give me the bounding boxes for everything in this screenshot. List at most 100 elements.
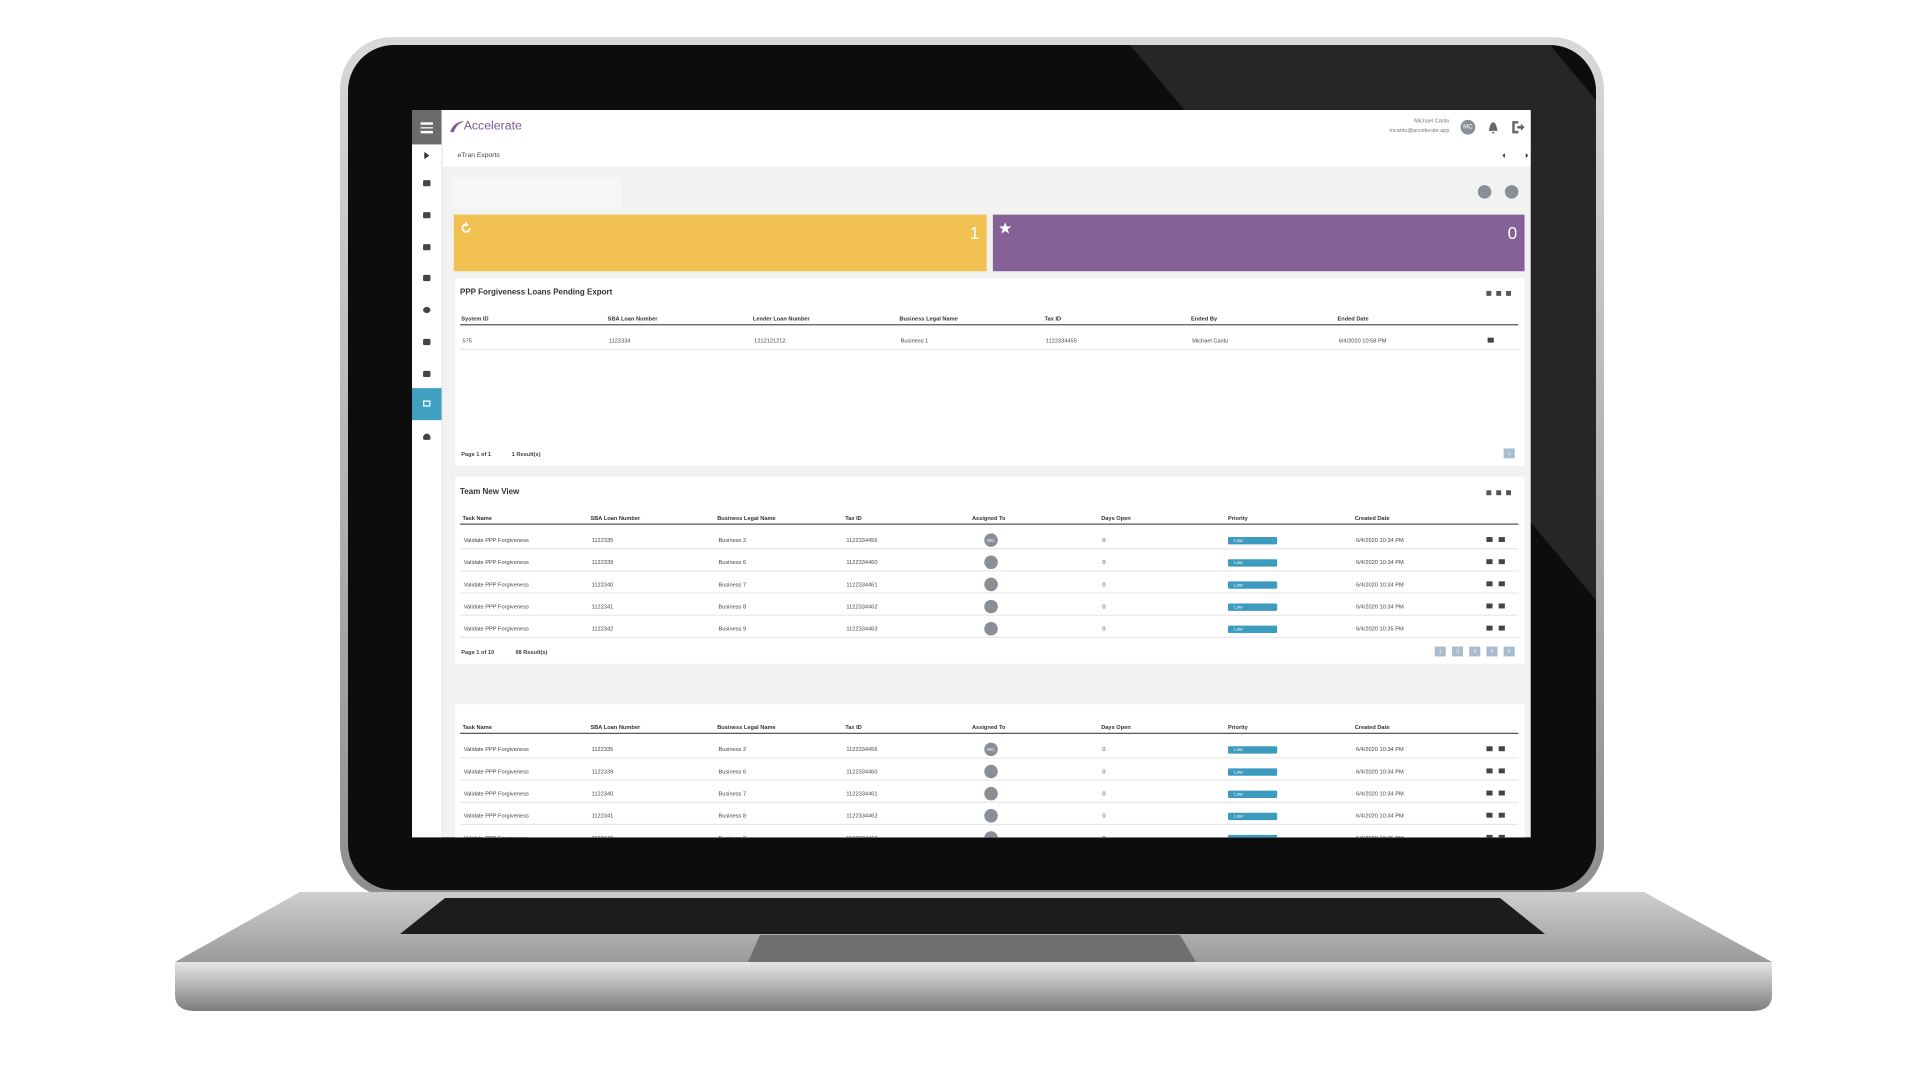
panel-action[interactable] [1486, 490, 1492, 496]
column-header[interactable]: Assigned To [971, 514, 1006, 522]
menu-button[interactable] [412, 110, 442, 145]
page-button[interactable]: 1 [1434, 646, 1446, 657]
row-action[interactable] [1498, 768, 1505, 774]
column-header[interactable]: Ended By [1191, 315, 1218, 322]
settings-button[interactable] [1504, 185, 1519, 199]
column-header[interactable]: Ended Date [1337, 315, 1369, 322]
breadcrumb-nav[interactable] [1500, 152, 1530, 159]
row-action[interactable] [1486, 581, 1493, 587]
row-rule [459, 636, 1519, 638]
row-rule [459, 570, 1519, 572]
page-button[interactable]: 4 [1486, 646, 1498, 657]
nav-item[interactable] [423, 370, 431, 378]
refresh-button[interactable] [1477, 185, 1492, 199]
panel-action[interactable] [1496, 290, 1502, 296]
row-action[interactable] [1498, 625, 1505, 631]
nav-item[interactable] [423, 274, 431, 282]
column-header[interactable]: Days Open [1101, 724, 1131, 731]
row-action[interactable] [1486, 812, 1493, 818]
row-action[interactable] [1486, 834, 1493, 838]
column-header[interactable]: Tax ID [845, 724, 862, 731]
page-button[interactable]: 2 [1451, 646, 1464, 657]
row-action[interactable] [1486, 559, 1493, 565]
panel-action[interactable] [1506, 490, 1512, 496]
panel-action[interactable] [1506, 290, 1512, 296]
table-cell: Validate PPP Forgiveness [463, 812, 529, 819]
column-header[interactable]: Tax ID [845, 514, 862, 522]
tile-icon [999, 221, 1012, 234]
app-screen: Accelerate Michael Cantu mcantu@accelera… [412, 110, 1531, 838]
priority-select[interactable]: Low [1227, 789, 1278, 798]
priority-select[interactable]: Low [1227, 602, 1278, 611]
column-header[interactable]: SBA Loan Number [590, 514, 641, 522]
table-cell: 1122334462 [846, 603, 878, 610]
table-cell: Business 9 [718, 625, 747, 632]
nav-item[interactable] [423, 306, 431, 314]
column-header[interactable]: Business Legal Name [717, 724, 776, 731]
column-header[interactable]: Days Open [1101, 514, 1131, 522]
table-cell: 0 [1102, 812, 1106, 819]
priority-select[interactable]: Low [1227, 536, 1278, 544]
column-header[interactable]: Task Name [462, 514, 492, 522]
table-cell: Business 8 [718, 603, 747, 610]
assignee-avatar [984, 621, 998, 636]
panel-action[interactable] [1496, 490, 1502, 496]
stat-tile[interactable]: 0 [992, 214, 1525, 272]
user-avatar[interactable]: MC [1460, 119, 1476, 135]
column-header[interactable]: Priority [1227, 724, 1248, 731]
nav-item[interactable] [423, 433, 431, 440]
row-action[interactable] [1498, 746, 1505, 752]
stat-tile[interactable]: 1 [453, 214, 987, 272]
row-action[interactable] [1486, 746, 1493, 752]
column-header[interactable]: Tax ID [1044, 315, 1062, 322]
row-action[interactable] [1498, 559, 1505, 565]
row-action[interactable] [1486, 768, 1493, 774]
page-button[interactable]: 1 [1503, 448, 1515, 459]
column-header[interactable]: Task Name [462, 724, 492, 731]
row-action[interactable] [1498, 812, 1505, 818]
row-action[interactable] [1486, 790, 1493, 796]
priority-select[interactable]: Low [1227, 834, 1278, 838]
nav-item[interactable] [423, 338, 431, 346]
priority-select[interactable]: Low [1227, 625, 1278, 633]
sidebar-toggle[interactable] [423, 151, 430, 160]
table-cell: 1122334461 [846, 790, 878, 797]
nav-item[interactable] [423, 244, 431, 251]
column-header[interactable]: System ID [461, 315, 489, 322]
page-button[interactable]: 3 [1469, 646, 1481, 657]
logout[interactable] [1511, 120, 1526, 135]
priority-select[interactable]: Low [1227, 812, 1278, 820]
column-header[interactable]: Business Legal Name [899, 315, 958, 322]
priority-select[interactable]: Low [1227, 745, 1278, 754]
nav-item-active[interactable] [412, 388, 442, 421]
notifications[interactable] [1486, 120, 1500, 135]
row-action[interactable] [1498, 603, 1505, 609]
column-header[interactable]: Priority [1227, 514, 1248, 522]
column-header[interactable]: Lender Loan Number [752, 315, 810, 322]
row-action[interactable] [1498, 581, 1505, 587]
row-action[interactable] [1498, 537, 1505, 542]
column-header[interactable]: Assigned To [971, 724, 1006, 731]
row-action[interactable] [1486, 625, 1493, 631]
column-header[interactable]: SBA Loan Number [607, 315, 658, 322]
column-header[interactable]: Business Legal Name [717, 514, 776, 522]
column-header[interactable]: SBA Loan Number [590, 724, 641, 731]
tile-value: 1 [969, 223, 980, 243]
table-cell: 1122342 [591, 625, 614, 632]
row-action[interactable] [1486, 537, 1493, 542]
row-action[interactable] [1486, 603, 1493, 609]
panel-action[interactable] [1486, 290, 1492, 296]
page-button[interactable]: 5 [1503, 646, 1515, 657]
row-action[interactable] [1487, 337, 1494, 343]
priority-select[interactable]: Low [1227, 580, 1278, 589]
row-action[interactable] [1498, 790, 1505, 796]
priority-select[interactable]: Low [1227, 558, 1278, 566]
nav-item[interactable] [423, 180, 431, 187]
column-header[interactable]: Created Date [1354, 724, 1390, 731]
trackpad-notch [748, 935, 1196, 962]
row-action[interactable] [1498, 834, 1505, 838]
column-header[interactable]: Created Date [1354, 514, 1390, 522]
table-cell: 6/4/2020 10:34 PM [1355, 559, 1404, 566]
priority-select[interactable]: Low [1227, 767, 1278, 776]
nav-item[interactable] [423, 212, 431, 219]
